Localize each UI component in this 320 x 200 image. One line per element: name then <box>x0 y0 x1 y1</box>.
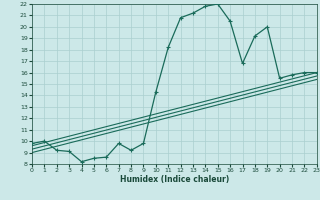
X-axis label: Humidex (Indice chaleur): Humidex (Indice chaleur) <box>120 175 229 184</box>
